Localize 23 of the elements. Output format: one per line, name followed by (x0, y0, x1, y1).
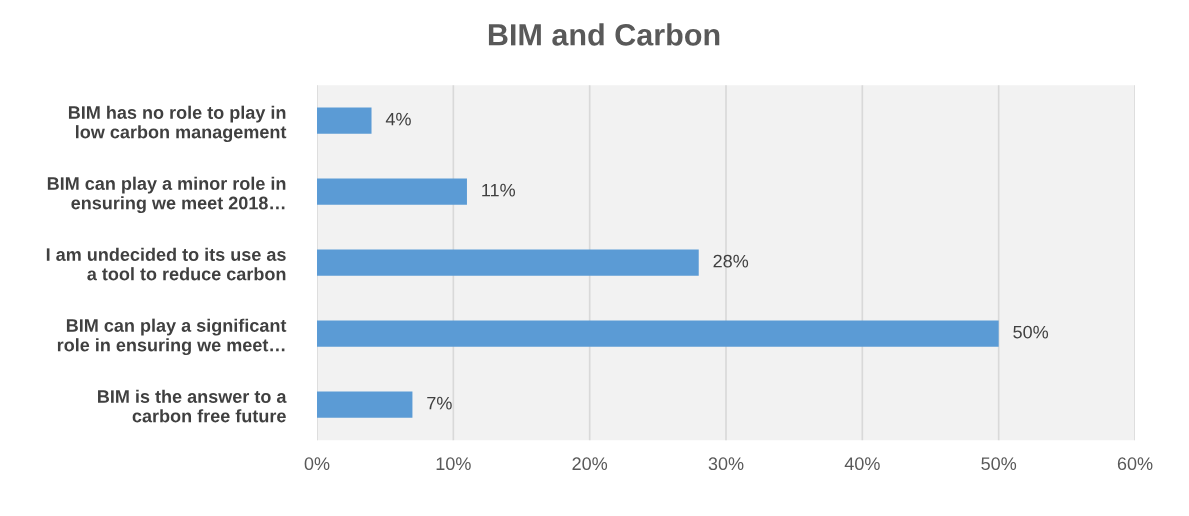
bar (316, 178, 467, 205)
y-tick-label: I am undecided to its use as a tool to reduce carbon (46, 247, 286, 281)
y-tick-label: BIM is the answer to a carbon free future (98, 389, 287, 423)
x-tick-label: 50% (981, 457, 1017, 471)
x-tick-label: 20% (572, 457, 608, 471)
x-tick-label: 0% (304, 457, 330, 471)
x-tick-label: 60% (1117, 457, 1153, 471)
y-tick-label: BIM has no role to play in low carbon management (68, 105, 287, 143)
x-tick-label: 10% (436, 457, 471, 471)
x-tick-label: 30% (708, 457, 744, 471)
x-tick-label: 40% (844, 457, 880, 471)
bar (316, 320, 999, 347)
bar (316, 249, 699, 276)
data-label: 28% (713, 254, 749, 268)
data-label: 4% (385, 112, 411, 126)
chart-title: BIM and Carbon (488, 23, 720, 46)
bar (316, 391, 413, 418)
data-label: 50% (1013, 325, 1049, 339)
y-tick-label: BIM can play a significant role in ensuring we meet… (57, 318, 287, 356)
data-label: 7% (427, 396, 452, 410)
bar (316, 107, 372, 134)
data-label: 11% (482, 183, 516, 197)
y-tick-label: BIM can play a minor role in ensuring we meet 2018… (47, 176, 286, 214)
